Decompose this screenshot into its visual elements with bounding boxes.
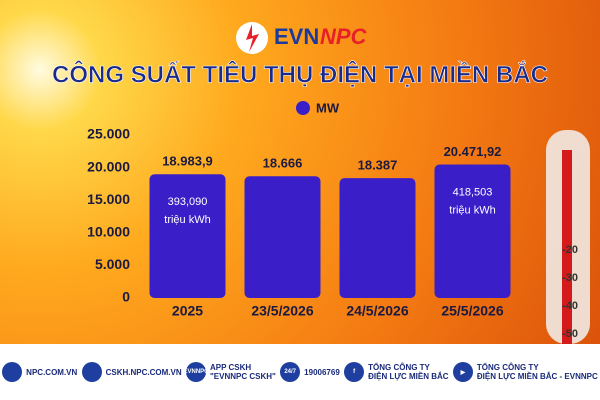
footer-item: EVNNPC APP CSKH "EVNNPC CSKH" (184, 362, 276, 382)
footer-text: TỔNG CÔNG TY ĐIỆN LỰC MIỀN BẮC (368, 363, 448, 381)
y-tick-label: 25.000 (87, 126, 130, 142)
footer-item: ▶ TỔNG CÔNG TY ĐIỆN LỰC MIỀN BẮC - EVNNPC (452, 362, 598, 382)
thermometer-label: -30 (562, 272, 578, 284)
footer-icon: 24/7 (280, 362, 301, 382)
footer-text: CSKH.NPC.COM.VN (106, 368, 182, 377)
footer-text: TỔNG CÔNG TY ĐIỆN LỰC MIỀN BẮC - EVNNPC (477, 363, 598, 381)
logo-bolt (246, 24, 259, 52)
y-tick-label: 5.000 (95, 256, 130, 272)
footer-line: 19006769 (304, 367, 340, 377)
footer-line: ĐIỆN LỰC MIỀN BẮC (368, 372, 449, 381)
x-tick-label: 25/5/2026 (441, 303, 503, 319)
x-tick-label: 23/5/2026 (251, 303, 313, 319)
footer-text: 19006769 (304, 368, 340, 377)
legend-label: MW (316, 100, 340, 115)
thermometer-mercury (562, 150, 572, 344)
footer-item: CSKH.NPC.COM.VN (81, 362, 182, 382)
bar-note: triệu kWh (449, 204, 495, 216)
footer-text: NPC.COM.VN (26, 368, 77, 377)
chart-title: CÔNG SUẤT TIÊU THỤ ĐIỆN TẠI MIỀN BẮC (52, 60, 548, 88)
thermometer-label: -50 (562, 328, 578, 340)
value-label: 20.471,92 (444, 144, 502, 159)
bar (149, 174, 226, 298)
chart: EVN NPC CÔNG SUẤT TIÊU THỤ ĐIỆN TẠI MIỀN… (52, 22, 590, 344)
footer: NPC.COM.VN CSKH.NPC.COM.VN EVNNPC APP CSKH "… (0, 344, 600, 400)
brand-left: EVN (274, 24, 319, 49)
footer-line: APP CSKH (210, 363, 252, 372)
y-tick-label: 0 (122, 289, 130, 305)
footer-line: CSKH.NPC.COM.VN (105, 367, 182, 377)
value-label: 18.666 (263, 156, 303, 171)
x-tick-label: 2025 (172, 303, 203, 319)
value-label: 18.983,9 (162, 154, 213, 169)
footer-item: f TỔNG CÔNG TY ĐIỆN LỰC MIỀN BẮC (344, 362, 449, 382)
footer-line: NPC.COM.VN (26, 367, 78, 377)
footer-icon (2, 362, 23, 382)
footer-line: TỔNG CÔNG TY (476, 363, 539, 372)
bar (339, 178, 416, 298)
bar (434, 164, 511, 298)
footer-icon: f (344, 362, 365, 382)
footer-item: 24/7 19006769 (280, 362, 340, 382)
footer-icon: ▶ (452, 362, 473, 382)
brand-right: NPC (320, 24, 368, 49)
bar-note: 418,503 (453, 186, 493, 198)
y-tick-label: 10.000 (87, 224, 130, 240)
legend-swatch (296, 101, 310, 115)
y-tick-label: 15.000 (87, 191, 130, 207)
value-label: 18.387 (358, 158, 398, 173)
bar-note: 393,090 (168, 196, 208, 208)
footer-icon: EVNNPC (184, 362, 209, 382)
footer-line: ĐIỆN LỰC MIỀN BẮC - EVNNPC (476, 372, 598, 381)
y-tick-label: 20.000 (87, 158, 130, 174)
bar-note: triệu kWh (164, 214, 210, 226)
footer-item: NPC.COM.VN (2, 362, 77, 382)
thermometer-label: -40 (562, 300, 578, 312)
bar (244, 176, 321, 298)
footer-icon (81, 362, 102, 382)
footer-line: TỔNG CÔNG TY (368, 363, 430, 372)
footer-text: APP CSKH "EVNNPC CSKH" (210, 363, 276, 381)
x-tick-label: 24/5/2026 (346, 303, 408, 319)
footer-line: "EVNNPC CSKH" (210, 372, 276, 381)
thermometer-label: -20 (562, 244, 578, 256)
